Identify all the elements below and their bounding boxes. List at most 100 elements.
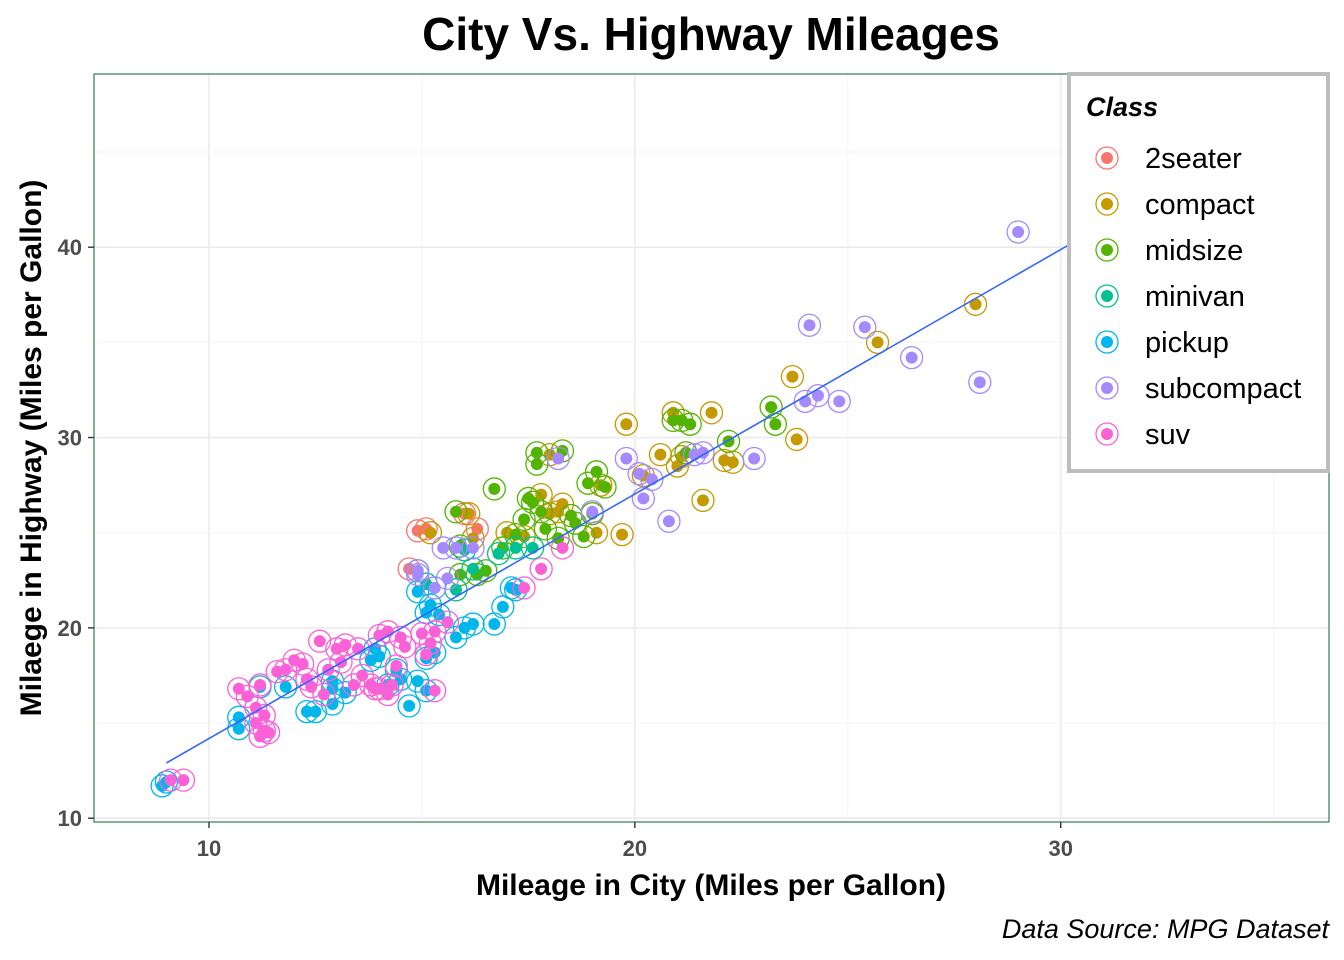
data-point-subcompact [431,536,455,560]
point-dot [279,663,292,676]
legend-entry-midsize: midsize [1095,235,1243,267]
point-ring [346,637,370,661]
point-ring [384,654,409,678]
point-dot [467,541,480,554]
point-dot [786,370,799,383]
point-ring [154,770,179,794]
point-dot [420,648,433,661]
point-ring [363,677,387,701]
point-dot [696,494,709,507]
point-dot [530,446,543,459]
data-point-subcompact [435,566,460,591]
legend-key-dot [1101,336,1113,348]
chart-title: City Vs. Highway Mileages [422,8,1000,60]
point-ring [444,625,468,650]
data-point-minivan [486,541,511,566]
point-dot [969,298,982,311]
point-dot [637,492,650,505]
point-dot [369,682,382,695]
data-point-midsize [529,500,553,524]
data-point-suv [256,720,281,745]
point-ring [546,446,570,471]
legend-key-ring [1095,146,1119,170]
point-ring [431,536,455,560]
point-ring [610,522,634,547]
data-point-pickup [444,625,468,650]
point-ring [150,774,174,798]
point-dot [1012,225,1025,238]
data-point-subcompact [797,313,822,337]
data-point-compact [780,364,805,389]
point-dot [633,467,646,480]
point-ring [248,673,272,697]
point-dot [254,678,267,691]
point-dot [424,526,437,539]
data-point-subcompact [1006,220,1030,244]
point-ring [853,315,877,339]
point-ring [520,536,545,560]
point-dot [403,699,416,712]
data-point-suv [529,557,553,581]
point-ring [171,768,196,792]
point-ring [631,486,656,511]
data-point-suv [380,673,404,697]
point-ring [503,536,528,560]
point-dot [398,640,411,653]
point-dot [496,600,509,613]
point-dot [428,684,441,697]
data-point-subcompact [461,536,485,560]
point-ring [397,694,421,718]
point-dot [356,669,369,682]
point-ring [614,446,638,471]
point-dot [449,541,462,554]
point-ring [797,313,822,337]
data-point-compact [865,330,890,355]
legend-entry-suv: suv [1095,419,1191,451]
point-dot [509,541,522,554]
point-ring [252,718,276,743]
data-point-midsize [763,412,788,436]
point-dot [833,395,846,408]
point-dot [811,389,824,402]
legend-entry-subcompact: subcompact [1095,373,1301,405]
point-ring [699,401,724,425]
data-point-midsize [661,408,685,433]
legend-key-ring [1095,422,1119,446]
data-point-compact [418,521,443,545]
data-point-compact [648,443,673,467]
point-ring [716,429,741,453]
data-point-midsize [533,517,558,541]
point-ring [1006,220,1030,244]
data-point-subcompact [742,446,766,471]
point-dot [305,680,318,693]
data-point-pickup [227,717,251,741]
point-dot [411,675,424,688]
data-point-suv [423,679,447,703]
legend-entry-compact: compact [1095,189,1255,221]
point-dot [347,678,360,691]
point-ring [435,610,460,634]
data-point-suv [410,621,434,646]
legend-label: subcompact [1145,373,1301,405]
point-ring [423,576,447,600]
point-ring [444,500,468,524]
point-dot [279,680,292,693]
data-points [150,220,1030,798]
data-point-midsize [584,460,609,484]
point-ring [759,395,783,419]
point-dot [309,705,322,718]
point-ring [273,675,298,699]
data-point-suv [384,654,409,678]
x-axis-ticks: 10 20 30 [197,822,1073,861]
point-ring [329,650,353,674]
legend-key-dot [1101,290,1113,302]
point-ring [678,412,702,436]
point-dot [769,418,782,431]
legend-key-ring [1095,376,1119,400]
point-ring [461,536,485,560]
point-ring [461,557,485,581]
point-dot [467,618,480,631]
point-dot [539,522,552,535]
data-point-subcompact [631,486,656,511]
